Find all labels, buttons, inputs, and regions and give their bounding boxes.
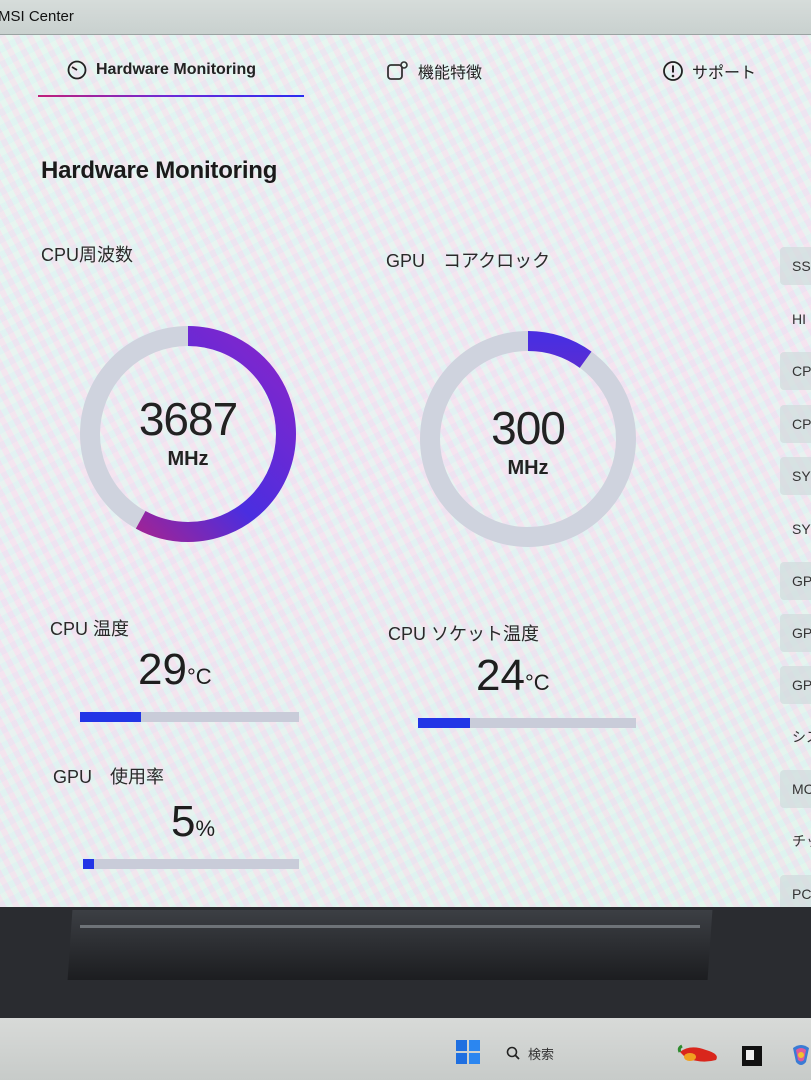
- gpu-core-clock-unit: MHz: [507, 457, 549, 479]
- sidebar-item[interactable]: チッ: [792, 833, 811, 849]
- monitor-bezel: [67, 910, 713, 980]
- gpu-usage-unit: %: [195, 816, 216, 841]
- main-window: Hardware Monitoring 機能特徴 サポート Hardware M…: [0, 35, 811, 907]
- cpu-socket-temperature-reading: 24°C: [476, 651, 550, 701]
- support-icon: [663, 61, 683, 81]
- cpu-socket-temperature-label: CPU ソケット温度: [388, 624, 540, 644]
- sidebar-item[interactable]: GP: [780, 666, 811, 704]
- monitor-edge: [80, 925, 700, 928]
- search-icon: [506, 1046, 520, 1060]
- search-placeholder: 検索: [528, 1046, 555, 1062]
- cpu-socket-temperature-unit: °C: [524, 670, 550, 695]
- gpu-usage-bar-fill: [83, 859, 94, 869]
- tab-hardware-monitoring[interactable]: Hardware Monitoring: [66, 59, 256, 81]
- sidebar-item[interactable]: MC: [780, 770, 811, 808]
- sidebar-item[interactable]: GP: [780, 562, 811, 600]
- sidebar-item[interactable]: GP: [780, 614, 811, 652]
- tab-features[interactable]: 機能特徴: [386, 59, 482, 83]
- gpu-core-clock-gauge: 300 MHz: [418, 329, 638, 549]
- gauge-icon: [67, 60, 87, 80]
- sidebar-item[interactable]: HI: [792, 311, 806, 327]
- windows-start-icon[interactable]: [456, 1040, 480, 1064]
- cpu-temperature-label: CPU 温度: [50, 619, 130, 639]
- active-tab-underline: [38, 95, 304, 97]
- sidebar-item[interactable]: シス: [792, 729, 811, 745]
- tab-support[interactable]: サポート: [662, 59, 756, 83]
- cpu-frequency-gauge: 3687 MHz: [78, 324, 298, 544]
- app-tray-icon[interactable]: [742, 1046, 762, 1066]
- cpu-temperature-value: 29: [138, 645, 187, 694]
- copilot-icon[interactable]: [788, 1042, 811, 1068]
- gpu-usage-label: GPU 使用率: [53, 767, 165, 787]
- sidebar-item[interactable]: SY: [792, 521, 811, 537]
- gpu-usage-reading: 5%: [171, 797, 215, 847]
- taskbar: [0, 1018, 811, 1080]
- sidebar-item[interactable]: SS: [780, 247, 811, 285]
- gpu-usage-value: 5: [171, 797, 196, 846]
- cpu-socket-temperature-value: 24: [476, 651, 525, 700]
- taskbar-search[interactable]: 検索: [496, 1038, 666, 1068]
- cpu-frequency-unit: MHz: [167, 448, 209, 470]
- gpu-core-clock-value: 300: [491, 402, 566, 454]
- sidebar-item[interactable]: CP: [780, 405, 811, 443]
- cpu-frequency-label: CPU周波数: [41, 245, 134, 265]
- cpu-temperature-bar: [80, 712, 299, 722]
- gpu-core-clock-arc: [420, 331, 636, 547]
- cpu-frequency-value: 3687: [138, 393, 238, 445]
- cpu-temperature-bar-fill: [80, 712, 142, 722]
- sidebar-item[interactable]: CP: [780, 352, 811, 390]
- cpu-socket-temperature-bar: [418, 718, 636, 728]
- sidebar-item[interactable]: PCI: [780, 875, 811, 907]
- tab-label: Hardware Monitoring: [96, 61, 257, 78]
- cpu-temperature-unit: °C: [186, 664, 212, 689]
- app-title: MSI Center: [0, 8, 74, 25]
- gpu-usage-bar: [83, 859, 299, 869]
- cpu-frequency-arc: [80, 326, 296, 542]
- top-navigation: Hardware Monitoring 機能特徴 サポート: [0, 35, 811, 107]
- cpu-socket-temperature-bar-fill: [418, 718, 471, 728]
- tab-label: 機能特徴: [418, 65, 483, 82]
- page-title: Hardware Monitoring: [41, 157, 278, 184]
- gpu-core-clock-label: GPU コアクロック: [386, 251, 551, 271]
- sidebar-item[interactable]: SY: [780, 457, 811, 495]
- pepper-icon[interactable]: [676, 1042, 724, 1066]
- feature-icon: [387, 61, 408, 80]
- tab-label: サポート: [692, 65, 757, 82]
- title-bar: MSI Center: [0, 0, 811, 35]
- cpu-temperature-reading: 29°C: [138, 645, 212, 695]
